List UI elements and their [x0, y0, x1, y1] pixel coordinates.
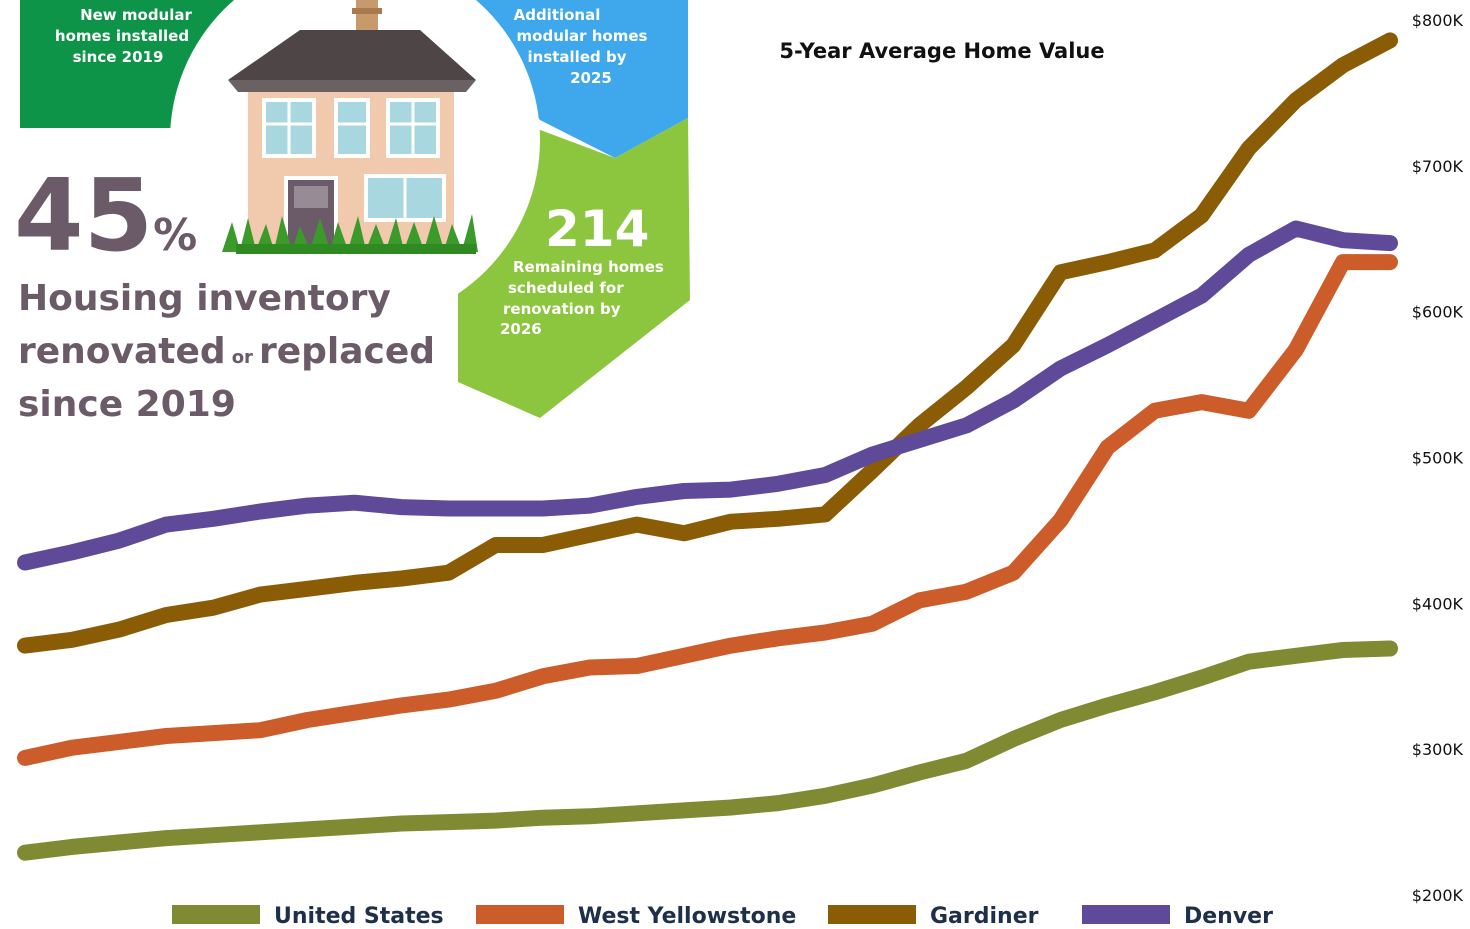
legend-label: Denver	[1184, 904, 1273, 929]
series-line	[25, 649, 1390, 853]
legend-swatch	[828, 905, 916, 924]
inventory-text-part: replaced	[259, 331, 435, 372]
y-tick-label: $500K	[1412, 449, 1464, 468]
legend-label: United States	[274, 904, 444, 929]
inventory-text: since 2019	[18, 384, 236, 425]
inventory-number: 45	[14, 157, 153, 274]
legend-swatch	[172, 905, 260, 924]
y-tick-label: $700K	[1412, 157, 1464, 176]
inventory-text-part: or	[232, 347, 253, 368]
inventory-text-part: renovated	[18, 331, 226, 372]
infographic: New modular homes installed since 2019 A…	[14, 0, 690, 425]
legend-swatch	[476, 905, 564, 924]
remaining-text: scheduled for	[508, 279, 624, 297]
y-tick-label: $400K	[1412, 594, 1464, 613]
new-modular-text: since 2019	[73, 48, 164, 66]
inventory-text: renovated or replaced	[18, 331, 435, 372]
additional-modular-text: 2025	[570, 69, 612, 87]
y-tick-label: $800K	[1412, 11, 1464, 30]
additional-modular-text: modular homes	[517, 27, 648, 45]
remaining-value: 214	[545, 200, 649, 258]
new-modular-text: homes installed	[55, 27, 189, 45]
remaining-text: renovation by	[503, 300, 621, 318]
legend-label: West Yellowstone	[578, 904, 796, 929]
additional-modular-text: Additional	[514, 6, 601, 24]
inventory-value: 45%	[14, 157, 197, 274]
y-tick-label: $600K	[1412, 303, 1464, 322]
page: New modular homes installed since 2019 A…	[0, 0, 1470, 929]
y-tick-label: $200K	[1412, 886, 1464, 905]
y-tick-label: $300K	[1412, 740, 1464, 759]
additional-modular-text: installed by	[528, 48, 627, 66]
inventory-text: Housing inventory	[18, 278, 391, 319]
new-modular-text: New modular	[80, 6, 192, 24]
legend-swatch	[1082, 905, 1170, 924]
chart-title: 5-Year Average Home Value	[779, 39, 1104, 63]
legend-label: Gardiner	[930, 904, 1039, 929]
inventory-unit: %	[153, 210, 197, 261]
remaining-text: Remaining homes	[513, 258, 664, 276]
remaining-text: 2026	[500, 320, 542, 338]
